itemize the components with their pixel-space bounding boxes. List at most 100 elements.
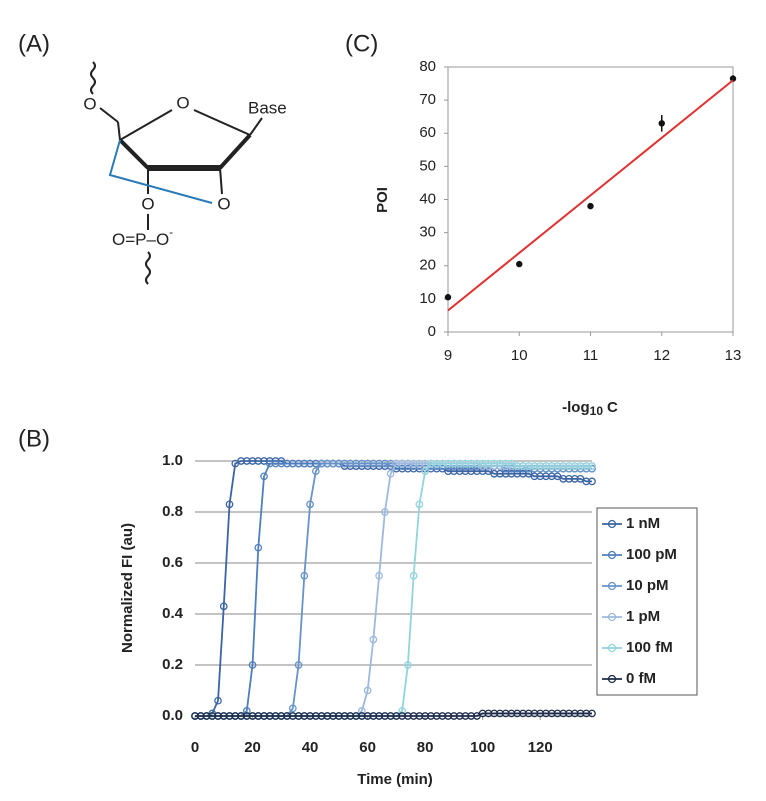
bond xyxy=(119,109,173,141)
x-axis-label-part: -log xyxy=(562,399,590,416)
y-tick-label: 0.0 xyxy=(162,707,183,724)
atom: O xyxy=(217,194,230,213)
x-tick-label: 11 xyxy=(583,347,599,364)
point xyxy=(444,294,452,301)
series-line xyxy=(195,460,592,717)
x-tick-label: 0 xyxy=(191,739,199,756)
atom: O xyxy=(141,194,154,213)
point xyxy=(587,202,594,210)
phosphate-text: O=P–O xyxy=(112,230,169,249)
y-tick-label: 0.4 xyxy=(162,605,184,622)
x-tick-label: 100 xyxy=(470,739,495,756)
panel-label: (B) xyxy=(18,425,50,452)
marker xyxy=(260,472,268,481)
x-axis-label-part: C xyxy=(607,399,618,416)
marker xyxy=(219,602,228,611)
legend-label: 1 pM xyxy=(626,608,660,625)
legend-marker xyxy=(607,550,617,560)
y-tick-label: 70 xyxy=(419,91,436,108)
y-tick-label: 0.2 xyxy=(162,656,183,673)
wavy-bond xyxy=(90,61,96,95)
atom: O xyxy=(176,93,189,112)
y-tick-label: 0.8 xyxy=(162,503,183,520)
marker xyxy=(415,500,424,509)
methylene-bridge xyxy=(108,139,213,204)
x-tick-label: 40 xyxy=(302,739,319,756)
bond xyxy=(218,133,252,170)
y-tick-label: 80 xyxy=(419,58,436,75)
marker xyxy=(248,661,257,669)
series-line xyxy=(195,462,592,717)
marker xyxy=(375,571,383,580)
marker xyxy=(214,696,222,705)
marker xyxy=(588,477,596,486)
marker xyxy=(363,686,372,695)
bond xyxy=(117,121,121,141)
marker xyxy=(409,571,418,580)
legend-label: 0 fM xyxy=(626,670,656,687)
y-axis-label: POI xyxy=(374,187,391,213)
bond xyxy=(219,167,223,195)
y-tick-label: 1.0 xyxy=(162,452,183,469)
marker xyxy=(588,709,596,718)
legend-label: 1 nM xyxy=(626,515,660,532)
y-tick-label: 0.6 xyxy=(162,554,183,571)
x-tick-label: 120 xyxy=(528,739,553,756)
fit-line xyxy=(447,79,734,312)
point xyxy=(658,120,665,127)
bond xyxy=(249,117,263,136)
x-tick-label: 13 xyxy=(725,347,742,364)
legend-label: 100 fM xyxy=(626,639,673,656)
marker xyxy=(369,635,378,644)
atom: Base xyxy=(248,98,287,117)
marker xyxy=(381,508,389,516)
y-tick-label: 0 xyxy=(428,323,436,340)
structure xyxy=(90,61,263,285)
wavy-bond xyxy=(145,251,151,285)
marker xyxy=(288,704,297,713)
x-axis-label-sub: 10 xyxy=(590,404,604,418)
charge: - xyxy=(169,225,173,239)
x-tick-label: 9 xyxy=(444,347,452,364)
marker xyxy=(242,707,251,715)
marker xyxy=(254,543,263,552)
marker xyxy=(404,661,412,669)
y-tick-label: 40 xyxy=(419,190,436,207)
marker xyxy=(225,500,234,509)
point xyxy=(729,75,737,82)
x-tick-label: 10 xyxy=(511,347,528,364)
legend-marker xyxy=(607,581,617,591)
x-tick-label: 80 xyxy=(417,739,434,756)
x-axis-label: Time (min) xyxy=(357,771,433,788)
marker xyxy=(386,469,395,478)
legend-label: 100 pM xyxy=(626,546,677,563)
legend-marker xyxy=(607,674,617,684)
legend-marker xyxy=(607,519,617,529)
legend-label: 10 pM xyxy=(626,577,669,594)
x-tick-label: 12 xyxy=(653,347,670,364)
series-line xyxy=(195,462,592,717)
legend-marker xyxy=(607,612,617,622)
marker xyxy=(358,707,366,715)
x-tick-label: 20 xyxy=(244,739,261,756)
panel-label: (A) xyxy=(18,30,50,57)
x-tick-label: 60 xyxy=(359,739,376,756)
marker xyxy=(311,467,320,476)
y-tick-label: 10 xyxy=(419,290,436,307)
marker xyxy=(588,462,596,470)
bond xyxy=(118,138,150,170)
plot-frame xyxy=(447,66,734,333)
series-line xyxy=(195,462,592,717)
series-line xyxy=(195,462,592,717)
atom: O xyxy=(83,94,96,113)
marker xyxy=(294,661,303,669)
marker xyxy=(398,707,406,715)
bond xyxy=(193,109,251,136)
bond xyxy=(99,107,119,123)
y-tick-label: 50 xyxy=(419,157,436,174)
y-tick-label: 20 xyxy=(419,257,436,274)
marker xyxy=(421,467,429,476)
marker xyxy=(300,571,309,580)
